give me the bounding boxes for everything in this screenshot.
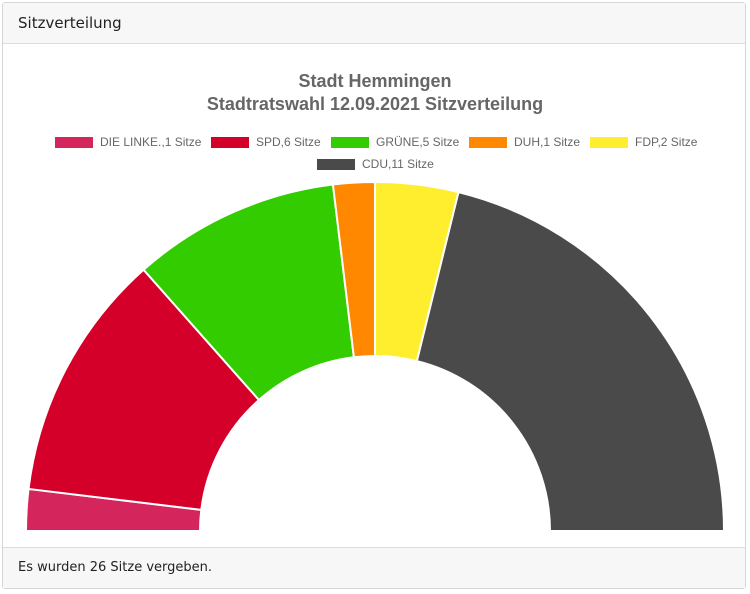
chart-legend: DIE LINKE.,1 Sitze SPD,6 Sitze GRÜNE,5 Sit… [55, 135, 698, 171]
slice-cdu[interactable] [415, 190, 726, 532]
chart-title-line-1: Stadt Hemmingen [298, 71, 451, 91]
legend-label-cdu: CDU,11 Sitze [362, 157, 434, 171]
legend-label-duh: DUH,1 Sitze [514, 135, 580, 149]
legend-item-cdu[interactable]: CDU,11 Sitze [317, 157, 434, 171]
legend-item-die-linke[interactable]: DIE LINKE.,1 Sitze [55, 135, 202, 149]
chart-title-line-2: Stadtratswahl 12.09.2021 Sitzverteilung [207, 94, 543, 114]
legend-label-grüne: GRÜNE,5 Sitze [376, 135, 460, 149]
card-footer: Es wurden 26 Sitze vergeben. [3, 547, 745, 588]
legend-label-spd: SPD,6 Sitze [256, 135, 321, 149]
legend-swatch-cdu [317, 159, 355, 170]
legend-item-spd[interactable]: SPD,6 Sitze [211, 135, 321, 149]
legend-swatch-grüne [331, 137, 369, 148]
legend-swatch-spd [211, 137, 249, 148]
legend-item-duh[interactable]: DUH,1 Sitze [469, 135, 580, 149]
card-header: Sitzverteilung [3, 3, 745, 44]
legend-swatch-fdp [590, 137, 628, 148]
legend-swatch-die-linke [55, 137, 93, 148]
legend-label-die-linke: DIE LINKE.,1 Sitze [100, 135, 202, 149]
legend-item-fdp[interactable]: FDP,2 Sitze [590, 135, 698, 149]
chart-slices [24, 180, 726, 532]
legend-swatch-duh [469, 137, 507, 148]
slice-spd[interactable] [27, 268, 261, 512]
legend-label-fdp: FDP,2 Sitze [635, 135, 698, 149]
legend-item-grüne[interactable]: GRÜNE,5 Sitze [331, 135, 460, 149]
